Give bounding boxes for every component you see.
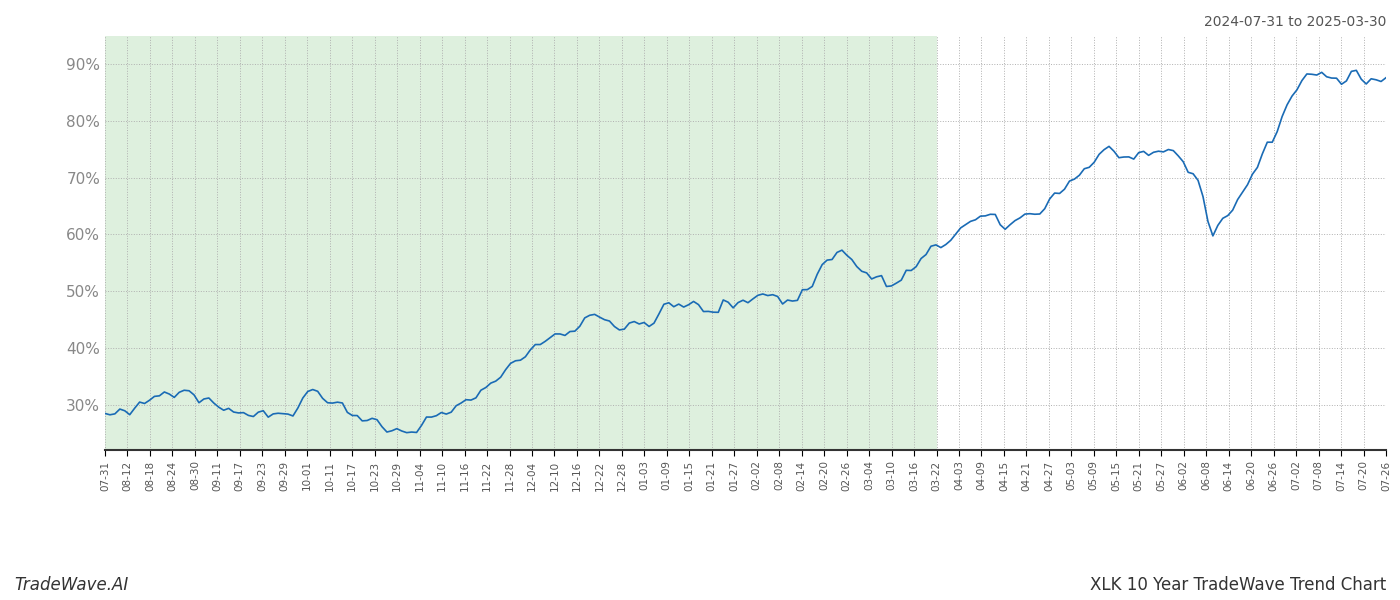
Bar bbox=[105, 36, 937, 450]
Text: 2024-07-31 to 2025-03-30: 2024-07-31 to 2025-03-30 bbox=[1204, 15, 1386, 29]
Text: TradeWave.AI: TradeWave.AI bbox=[14, 576, 129, 594]
Text: XLK 10 Year TradeWave Trend Chart: XLK 10 Year TradeWave Trend Chart bbox=[1089, 576, 1386, 594]
